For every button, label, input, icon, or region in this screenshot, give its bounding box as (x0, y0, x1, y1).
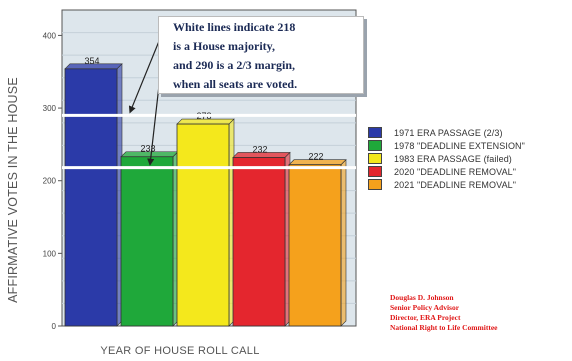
y-tick-label: 400 (43, 31, 57, 40)
bar-value-label: 232 (252, 144, 267, 154)
y-tick-label: 200 (43, 177, 57, 186)
legend-item: 2021 "DEADLINE REMOVAL" (368, 178, 572, 191)
bar (176, 123, 230, 327)
y-tick-label: 300 (43, 104, 57, 113)
y-axis-label: AFFIRMATIVE VOTES IN THE HOUSE (6, 77, 21, 303)
y-tick-label: 100 (43, 249, 57, 258)
bar (288, 164, 342, 327)
legend-swatch (368, 153, 382, 164)
legend-label: 1978 "DEADLINE EXTENSION" (394, 140, 525, 151)
bar-value-label: 222 (308, 152, 323, 162)
legend-label: 2020 "DEADLINE REMOVAL" (394, 166, 517, 177)
annotation-line: White lines indicate 218 (173, 20, 296, 34)
credit-role: Director, ERA Project (390, 313, 461, 322)
y-axis-label-wrap: AFFIRMATIVE VOTES IN THE HOUSE (0, 40, 28, 340)
credit-name: Douglas D. Johnson (390, 293, 454, 302)
legend-swatch (368, 166, 382, 177)
legend-label: 1983 ERA PASSAGE (failed) (394, 153, 512, 164)
legend-label: 1971 ERA PASSAGE (2/3) (394, 127, 503, 138)
legend-item: 1983 ERA PASSAGE (failed) (368, 152, 572, 165)
legend-item: 2020 "DEADLINE REMOVAL" (368, 165, 572, 178)
author-credit: Douglas D. Johnson Senior Policy Advisor… (390, 293, 570, 333)
annotation-line: is a House majority, (173, 39, 275, 53)
credit-title: Senior Policy Advisor (390, 303, 460, 312)
y-tick-label: 0 (52, 322, 57, 331)
legend-swatch (368, 140, 382, 151)
credit-organization: National Right to Life Committee (390, 323, 498, 332)
bar-value-label: 354 (84, 56, 99, 66)
legend: 1971 ERA PASSAGE (2/3) 1978 "DEADLINE EXT… (368, 126, 572, 191)
legend-swatch (368, 127, 382, 138)
bar-value-label: 233 (140, 144, 155, 154)
annotation-callout: White lines indicate 218 is a House majo… (158, 16, 364, 94)
legend-label: 2021 "DEADLINE REMOVAL" (394, 179, 517, 190)
bar (120, 156, 174, 327)
annotation-line: when all seats are voted. (173, 77, 298, 91)
annotation-line: and 290 is a 2/3 margin, (173, 58, 296, 72)
bar (232, 157, 286, 327)
legend-swatch (368, 179, 382, 190)
bar (64, 68, 118, 327)
legend-item: 1978 "DEADLINE EXTENSION" (368, 139, 572, 152)
x-axis-label: YEAR OF HOUSE ROLL CALL (100, 345, 260, 357)
bar-side-face (340, 159, 347, 327)
legend-item: 1971 ERA PASSAGE (2/3) (368, 126, 572, 139)
